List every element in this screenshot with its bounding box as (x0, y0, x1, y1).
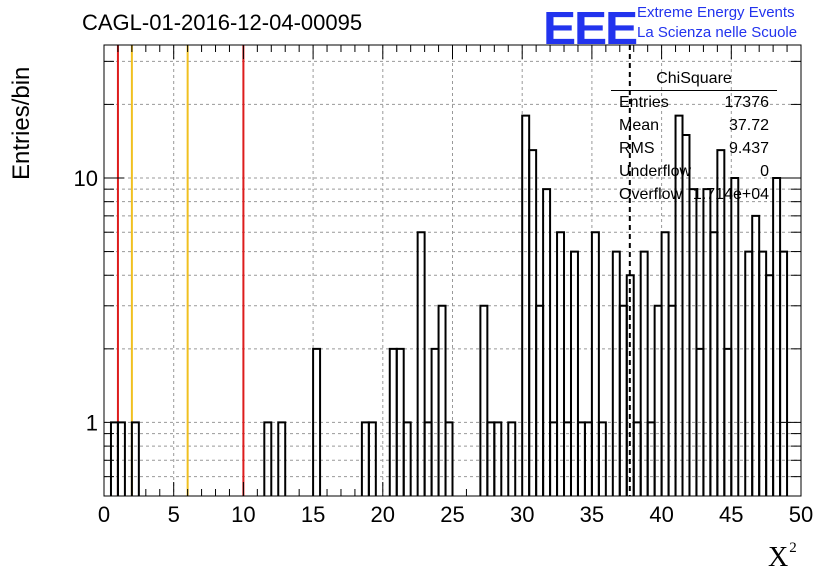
stats-row: Underflow 0 (611, 160, 777, 183)
x-tick-label: 30 (510, 502, 534, 527)
x-tick-label: 20 (371, 502, 395, 527)
axes: 0 5 10 15 20 25 30 35 40 45 50 1 10 (74, 44, 813, 527)
logo-caption-1: Extreme Energy Events (637, 4, 795, 21)
stats-row: Entries 17376 (611, 91, 777, 114)
x-tick-label: 10 (231, 502, 255, 527)
chart-title: CAGL-01-2016-12-04-00095 (82, 10, 363, 35)
stats-value: 9.437 (728, 140, 769, 157)
histogram-bin (772, 176, 782, 496)
x-tick-label: 35 (580, 502, 604, 527)
stats-box: ChiSquare Entries 17376 Mean 37.72 RMS 9.43… (611, 68, 777, 206)
histogram-bin (542, 188, 552, 496)
histogram-bin (751, 214, 761, 496)
y-axis-label: Entries/bin (8, 66, 35, 180)
x-tick-label: 0 (98, 502, 110, 527)
stats-title: ChiSquare (611, 68, 777, 91)
x-axis-label-sup: 2 (789, 540, 797, 556)
histogram-bin (667, 304, 677, 496)
x-tick-label: 40 (649, 502, 673, 527)
histogram-bin (416, 231, 426, 496)
x-tick-label: 50 (789, 502, 813, 527)
stats-label: Entries (619, 94, 669, 111)
histogram-bin (611, 250, 621, 496)
histogram-bin (653, 304, 663, 496)
histogram-bin (263, 421, 273, 496)
stats-label: Overflow (619, 186, 683, 203)
stats-label: Mean (619, 117, 660, 134)
x-tick-label: 25 (440, 502, 464, 527)
histogram-bin (507, 421, 517, 496)
histogram-bin (367, 421, 377, 496)
histogram-bin (625, 274, 635, 496)
histogram-bin (556, 231, 566, 496)
histogram-bin (590, 231, 600, 496)
histogram-bin (569, 250, 579, 496)
stats-value: 37.72 (728, 117, 769, 134)
histogram-bin (479, 304, 489, 496)
x-axis-label: X2 (768, 540, 797, 574)
histogram-bin (402, 421, 412, 496)
histogram-bin (688, 188, 698, 496)
stats-value: 1.714e+04 (692, 186, 769, 203)
histogram-bin (277, 421, 287, 496)
histogram-bin (744, 250, 754, 496)
histogram-bin (639, 250, 649, 496)
x-tick-label: 5 (168, 502, 180, 527)
histogram-bin (716, 149, 726, 496)
histogram-bin (597, 421, 607, 496)
histogram (109, 114, 789, 496)
stats-value: 17376 (724, 94, 770, 111)
stats-row: Mean 37.72 (611, 114, 777, 137)
x-tick-label: 15 (301, 502, 325, 527)
histogram-bin (730, 176, 740, 496)
stats-label: Underflow (619, 163, 692, 180)
histogram-bin (535, 304, 545, 496)
histogram-bin (444, 421, 454, 496)
histogram-bin (437, 304, 447, 496)
eee-logo: EEE (543, 2, 638, 54)
histogram-bin (702, 188, 712, 496)
histogram-bin (130, 421, 140, 496)
reference-lines (116, 45, 631, 496)
histogram-bin (660, 231, 670, 496)
y-tick-label: 1 (86, 410, 98, 435)
histogram-bin (779, 250, 789, 496)
histogram-bin (758, 250, 768, 496)
histogram-bin (765, 274, 775, 496)
stats-label: RMS (619, 140, 655, 157)
stats-value: 0 (760, 163, 769, 180)
x-tick-label: 45 (719, 502, 743, 527)
stats-row: Overflow 1.714e+04 (611, 183, 777, 206)
stats-row: RMS 9.437 (611, 137, 777, 160)
x-axis-label-text: X (768, 542, 789, 573)
histogram-bin (618, 304, 628, 496)
logo-caption-2: La Scienza nelle Scuole (637, 24, 798, 41)
histogram-bin (493, 421, 503, 496)
histogram-bin (312, 347, 322, 496)
histogram-bin (709, 231, 719, 496)
y-tick-label: 10 (74, 166, 98, 191)
